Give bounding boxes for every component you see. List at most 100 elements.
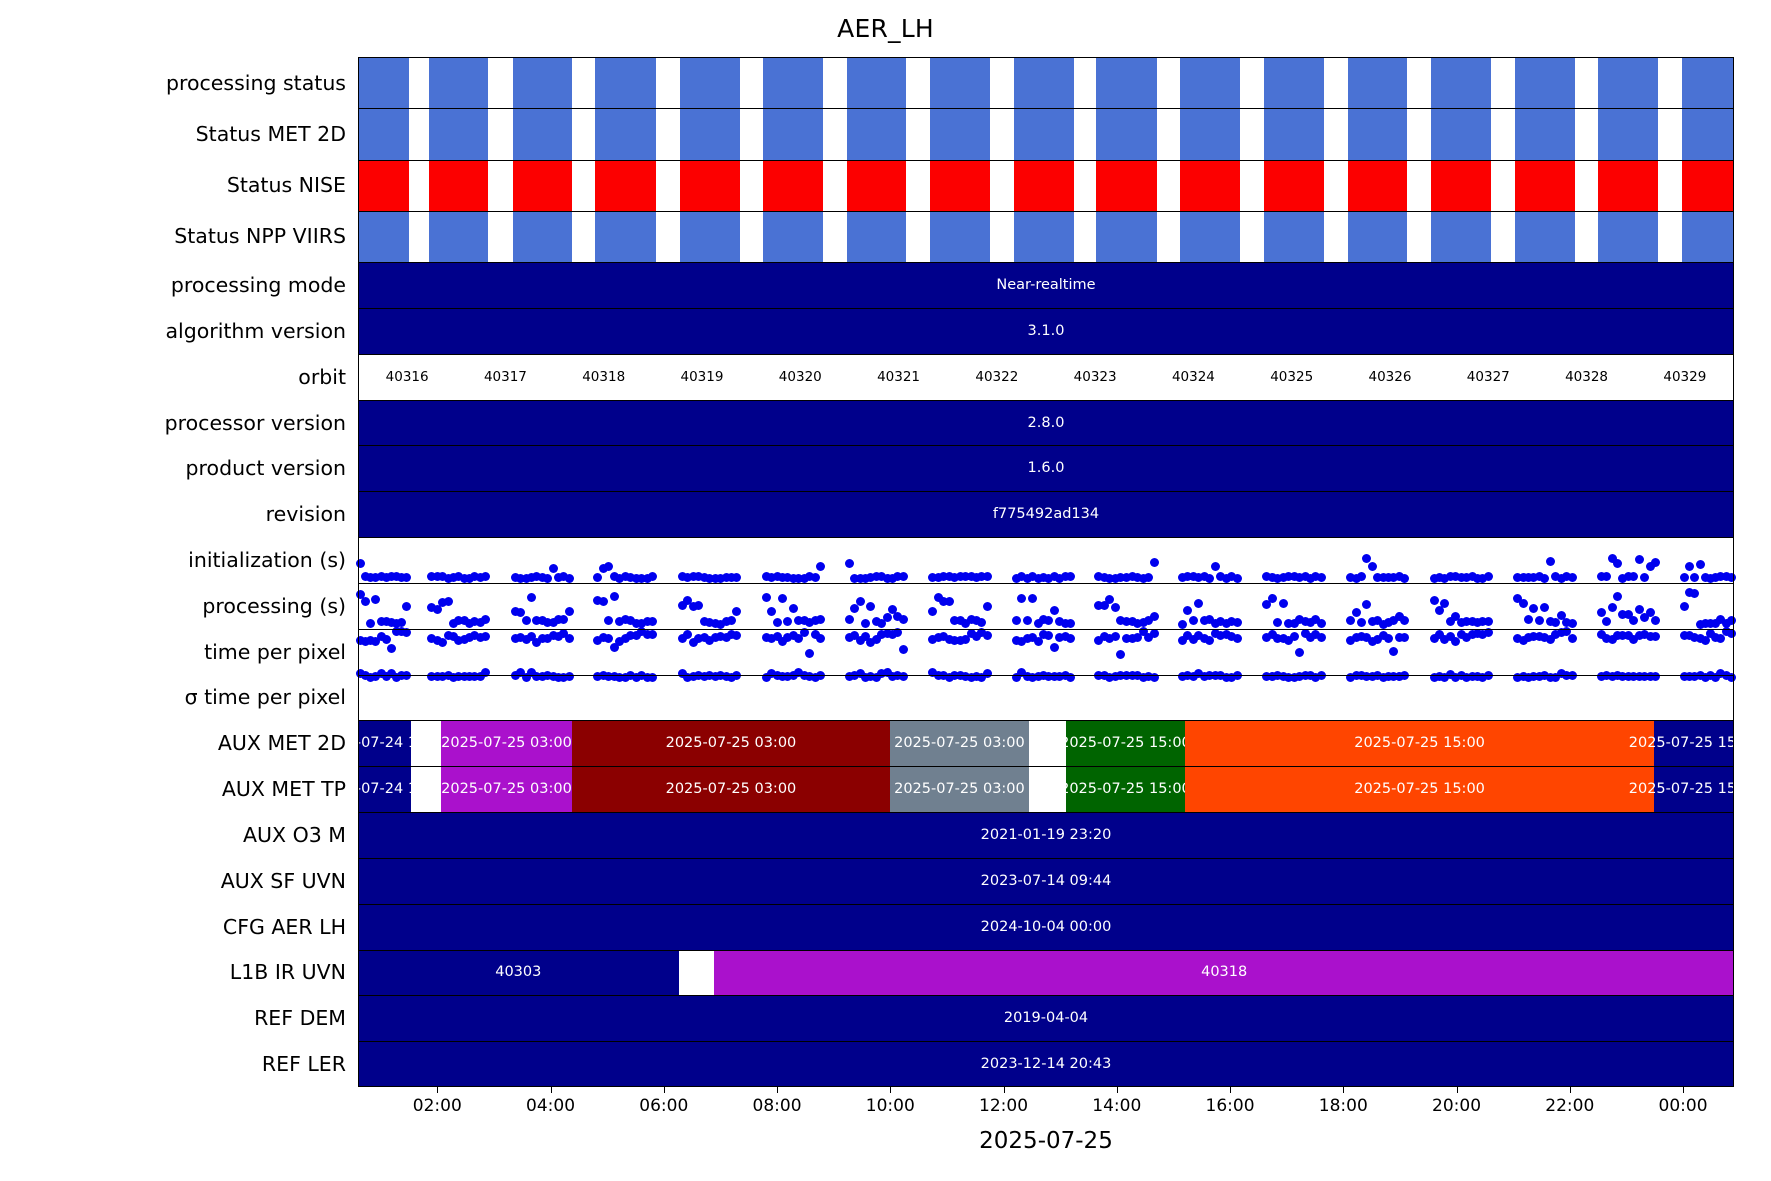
orbit-cell: 40316	[385, 368, 429, 385]
data-point	[1300, 617, 1310, 627]
data-point	[694, 601, 704, 611]
data-point	[1473, 574, 1483, 584]
data-point	[1194, 599, 1204, 609]
data-point	[1232, 633, 1242, 643]
data-point	[1311, 571, 1321, 581]
data-point	[767, 572, 777, 582]
x-tick-label: 18:00	[1318, 1096, 1368, 1116]
data-point	[1726, 672, 1736, 682]
segment-label: 40303	[495, 964, 542, 981]
data-point	[1556, 628, 1566, 638]
data-point	[470, 631, 480, 641]
data-point	[928, 606, 938, 616]
data-point	[1017, 572, 1027, 582]
data-point	[1529, 572, 1539, 582]
data-point	[683, 573, 693, 583]
row-label: processing mode	[170, 273, 346, 298]
data-point	[1623, 609, 1633, 619]
data-point	[1060, 632, 1070, 642]
data-point	[397, 671, 406, 681]
data-point	[537, 573, 547, 583]
x-tick-mark	[663, 1087, 665, 1093]
data-point	[554, 573, 564, 583]
data-point	[898, 671, 908, 681]
data-point	[1183, 631, 1193, 641]
data-point	[1099, 671, 1109, 681]
data-point	[1373, 572, 1383, 582]
timeline-segment: 2025-07-25 15:00	[1184, 720, 1655, 767]
data-point	[626, 630, 636, 640]
data-point	[1267, 573, 1277, 583]
data-point	[642, 573, 652, 583]
data-point	[470, 616, 480, 626]
data-point	[1602, 571, 1612, 581]
row-label: processing (s)	[202, 593, 346, 618]
data-point	[516, 573, 526, 583]
status-block	[1598, 159, 1659, 211]
data-point	[1144, 615, 1153, 625]
data-point	[1467, 629, 1477, 639]
data-point	[361, 671, 371, 681]
data-point	[532, 616, 542, 626]
data-point	[615, 574, 625, 584]
data-point	[710, 618, 720, 628]
data-point	[1518, 599, 1528, 609]
data-point	[1133, 572, 1142, 582]
x-tick-mark	[1230, 1087, 1232, 1093]
data-point	[1618, 574, 1628, 584]
data-point	[1690, 632, 1700, 642]
data-point	[944, 635, 954, 645]
data-point	[454, 571, 464, 581]
data-point	[788, 630, 798, 640]
data-point	[933, 573, 943, 583]
data-point	[1022, 633, 1032, 643]
data-point	[844, 615, 854, 625]
data-point	[950, 671, 960, 681]
timeline-segment	[1028, 720, 1066, 767]
orbit-cell: 40329	[1663, 368, 1707, 385]
data-point	[1138, 573, 1148, 583]
data-point	[1367, 637, 1377, 647]
data-point	[1524, 632, 1534, 642]
data-point	[1289, 571, 1299, 581]
data-point	[521, 672, 531, 682]
row-label: orbit	[298, 364, 346, 389]
data-point	[376, 668, 386, 678]
data-point	[465, 573, 475, 583]
data-point	[1144, 671, 1153, 681]
data-point	[1017, 637, 1027, 647]
data-point	[1645, 672, 1655, 682]
orbit-row: 40316 40317 40318 40319 40320 40321 40322 40323…	[298, 353, 1734, 400]
data-point	[1316, 619, 1326, 629]
data-point	[1478, 616, 1488, 626]
data-point	[1483, 628, 1493, 638]
data-point	[1700, 636, 1710, 646]
data-point	[1695, 560, 1705, 570]
data-point	[1456, 629, 1466, 639]
data-point	[1227, 571, 1237, 581]
data-point	[1716, 633, 1726, 643]
data-point	[982, 571, 992, 581]
data-point	[1278, 634, 1288, 644]
row-separator	[358, 903, 1734, 905]
data-point	[1039, 630, 1049, 640]
data-point	[772, 632, 782, 642]
x-tick-mark	[1569, 1087, 1571, 1093]
data-point	[1221, 630, 1231, 640]
data-point	[1378, 619, 1388, 629]
row-label: AUX MET 2D	[217, 731, 346, 756]
data-point	[1356, 571, 1366, 581]
page-title: AER_LH	[837, 14, 934, 43]
data-point	[559, 628, 569, 638]
row-label: processing status	[166, 70, 346, 95]
timeline-segment: 2025-07-25 15:00	[1629, 766, 1759, 813]
data-point	[1188, 616, 1198, 626]
data-point	[805, 617, 815, 627]
data-point	[1711, 572, 1721, 582]
orbit-cell: 40327	[1466, 368, 1510, 385]
data-point	[356, 669, 366, 679]
status-block	[1598, 57, 1659, 109]
data-point	[1049, 671, 1059, 681]
data-point	[705, 618, 715, 628]
data-point	[1183, 606, 1193, 616]
